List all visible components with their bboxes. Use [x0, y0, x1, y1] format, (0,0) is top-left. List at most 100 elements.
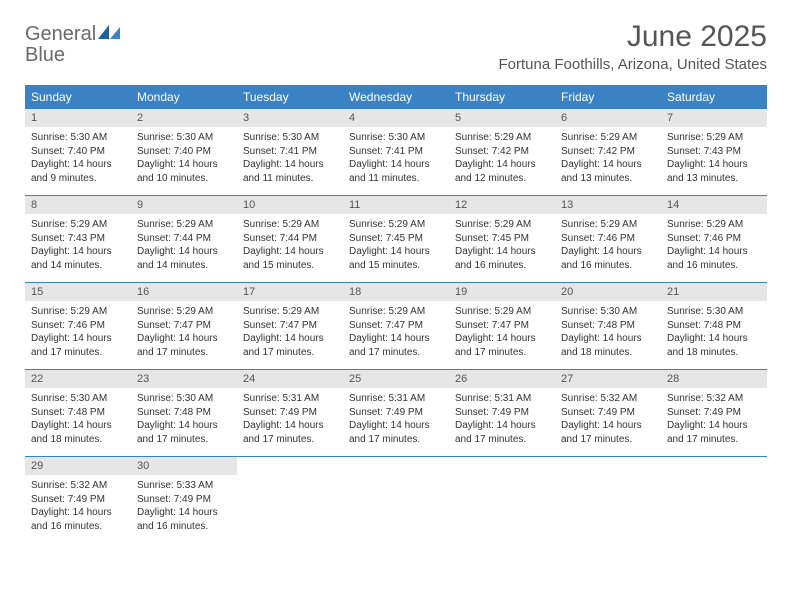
sunset-text: Sunset: 7:47 PM [455, 319, 549, 333]
sunset-text: Sunset: 7:43 PM [31, 232, 125, 246]
day-data-row: Sunrise: 5:30 AMSunset: 7:40 PMDaylight:… [25, 127, 767, 196]
daylight-text: Daylight: 14 hours and 15 minutes. [349, 245, 443, 272]
logo-sail-icon [98, 24, 120, 40]
day-data-cell: Sunrise: 5:29 AMSunset: 7:47 PMDaylight:… [237, 301, 343, 370]
day-data-cell: Sunrise: 5:30 AMSunset: 7:48 PMDaylight:… [661, 301, 767, 370]
daylight-text: Daylight: 14 hours and 17 minutes. [561, 419, 655, 446]
day-number-cell: 23 [131, 370, 237, 388]
sunrise-text: Sunrise: 5:32 AM [561, 392, 655, 406]
day-data-row: Sunrise: 5:32 AMSunset: 7:49 PMDaylight:… [25, 475, 767, 543]
day-number-cell: 7 [661, 109, 767, 127]
day-number-cell: 11 [343, 196, 449, 214]
day-of-week-header: Thursday [449, 85, 555, 109]
day-data-cell: Sunrise: 5:29 AMSunset: 7:46 PMDaylight:… [25, 301, 131, 370]
sunset-text: Sunset: 7:46 PM [31, 319, 125, 333]
daylight-text: Daylight: 14 hours and 11 minutes. [349, 158, 443, 185]
day-of-week-header: Sunday [25, 85, 131, 109]
sunset-text: Sunset: 7:42 PM [455, 145, 549, 159]
title-block: June 2025 Fortuna Foothills, Arizona, Un… [499, 20, 767, 73]
sunrise-text: Sunrise: 5:30 AM [243, 131, 337, 145]
sunrise-text: Sunrise: 5:31 AM [349, 392, 443, 406]
sunrise-text: Sunrise: 5:29 AM [455, 218, 549, 232]
day-number-cell: 9 [131, 196, 237, 214]
day-number-cell: 5 [449, 109, 555, 127]
header: General Blue June 2025 Fortuna Foothills… [25, 20, 767, 73]
day-of-week-header: Tuesday [237, 85, 343, 109]
day-number-cell [661, 457, 767, 475]
day-number-cell: 19 [449, 283, 555, 301]
day-data-cell: Sunrise: 5:29 AMSunset: 7:42 PMDaylight:… [449, 127, 555, 196]
day-data-cell: Sunrise: 5:30 AMSunset: 7:40 PMDaylight:… [25, 127, 131, 196]
sunset-text: Sunset: 7:44 PM [243, 232, 337, 246]
day-number-cell: 21 [661, 283, 767, 301]
daylight-text: Daylight: 14 hours and 9 minutes. [31, 158, 125, 185]
day-number-cell: 3 [237, 109, 343, 127]
sunrise-text: Sunrise: 5:29 AM [667, 131, 761, 145]
sunset-text: Sunset: 7:48 PM [31, 406, 125, 420]
sunrise-text: Sunrise: 5:29 AM [31, 218, 125, 232]
day-number-cell: 6 [555, 109, 661, 127]
daylight-text: Daylight: 14 hours and 17 minutes. [349, 419, 443, 446]
day-number-cell: 26 [449, 370, 555, 388]
sunset-text: Sunset: 7:45 PM [349, 232, 443, 246]
sunset-text: Sunset: 7:45 PM [455, 232, 549, 246]
day-of-week-header: Friday [555, 85, 661, 109]
day-number-cell: 22 [25, 370, 131, 388]
day-data-cell: Sunrise: 5:30 AMSunset: 7:48 PMDaylight:… [555, 301, 661, 370]
sunset-text: Sunset: 7:41 PM [349, 145, 443, 159]
sunset-text: Sunset: 7:41 PM [243, 145, 337, 159]
day-data-cell: Sunrise: 5:29 AMSunset: 7:45 PMDaylight:… [343, 214, 449, 283]
daylight-text: Daylight: 14 hours and 16 minutes. [137, 506, 231, 533]
day-number-cell: 20 [555, 283, 661, 301]
day-number-row: 2930 [25, 457, 767, 475]
sunset-text: Sunset: 7:47 PM [137, 319, 231, 333]
sunrise-text: Sunrise: 5:32 AM [667, 392, 761, 406]
sunrise-text: Sunrise: 5:29 AM [455, 131, 549, 145]
logo-text: General Blue [25, 24, 120, 66]
day-number-cell: 25 [343, 370, 449, 388]
day-number-row: 22232425262728 [25, 370, 767, 388]
day-data-cell [449, 475, 555, 543]
day-data-cell: Sunrise: 5:29 AMSunset: 7:44 PMDaylight:… [237, 214, 343, 283]
day-of-week-header: Monday [131, 85, 237, 109]
day-number-cell: 13 [555, 196, 661, 214]
sunset-text: Sunset: 7:49 PM [455, 406, 549, 420]
daylight-text: Daylight: 14 hours and 16 minutes. [455, 245, 549, 272]
daylight-text: Daylight: 14 hours and 15 minutes. [243, 245, 337, 272]
day-number-cell: 24 [237, 370, 343, 388]
sunrise-text: Sunrise: 5:29 AM [137, 218, 231, 232]
day-number-cell [237, 457, 343, 475]
daylight-text: Daylight: 14 hours and 17 minutes. [243, 332, 337, 359]
daylight-text: Daylight: 14 hours and 16 minutes. [31, 506, 125, 533]
day-number-cell: 16 [131, 283, 237, 301]
daylight-text: Daylight: 14 hours and 17 minutes. [137, 419, 231, 446]
calendar-page: General Blue June 2025 Fortuna Foothills… [0, 0, 792, 563]
sunrise-text: Sunrise: 5:31 AM [243, 392, 337, 406]
day-number-cell: 18 [343, 283, 449, 301]
day-data-cell: Sunrise: 5:30 AMSunset: 7:41 PMDaylight:… [237, 127, 343, 196]
daylight-text: Daylight: 14 hours and 13 minutes. [667, 158, 761, 185]
daylight-text: Daylight: 14 hours and 13 minutes. [561, 158, 655, 185]
sunset-text: Sunset: 7:49 PM [667, 406, 761, 420]
daylight-text: Daylight: 14 hours and 17 minutes. [667, 419, 761, 446]
day-of-week-row: SundayMondayTuesdayWednesdayThursdayFrid… [25, 85, 767, 109]
day-number-cell: 28 [661, 370, 767, 388]
sunrise-text: Sunrise: 5:29 AM [349, 305, 443, 319]
sunset-text: Sunset: 7:40 PM [31, 145, 125, 159]
sunrise-text: Sunrise: 5:29 AM [667, 218, 761, 232]
day-number-cell [555, 457, 661, 475]
day-data-cell: Sunrise: 5:29 AMSunset: 7:46 PMDaylight:… [555, 214, 661, 283]
daylight-text: Daylight: 14 hours and 10 minutes. [137, 158, 231, 185]
day-of-week-header: Wednesday [343, 85, 449, 109]
sunrise-text: Sunrise: 5:30 AM [137, 131, 231, 145]
day-number-cell: 8 [25, 196, 131, 214]
calendar-table: SundayMondayTuesdayWednesdayThursdayFrid… [25, 85, 767, 543]
day-data-cell: Sunrise: 5:32 AMSunset: 7:49 PMDaylight:… [661, 388, 767, 457]
day-data-cell: Sunrise: 5:29 AMSunset: 7:43 PMDaylight:… [25, 214, 131, 283]
day-data-cell: Sunrise: 5:30 AMSunset: 7:48 PMDaylight:… [131, 388, 237, 457]
day-data-cell: Sunrise: 5:30 AMSunset: 7:48 PMDaylight:… [25, 388, 131, 457]
day-number-cell: 14 [661, 196, 767, 214]
day-number-cell: 2 [131, 109, 237, 127]
day-number-cell: 15 [25, 283, 131, 301]
sunrise-text: Sunrise: 5:31 AM [455, 392, 549, 406]
